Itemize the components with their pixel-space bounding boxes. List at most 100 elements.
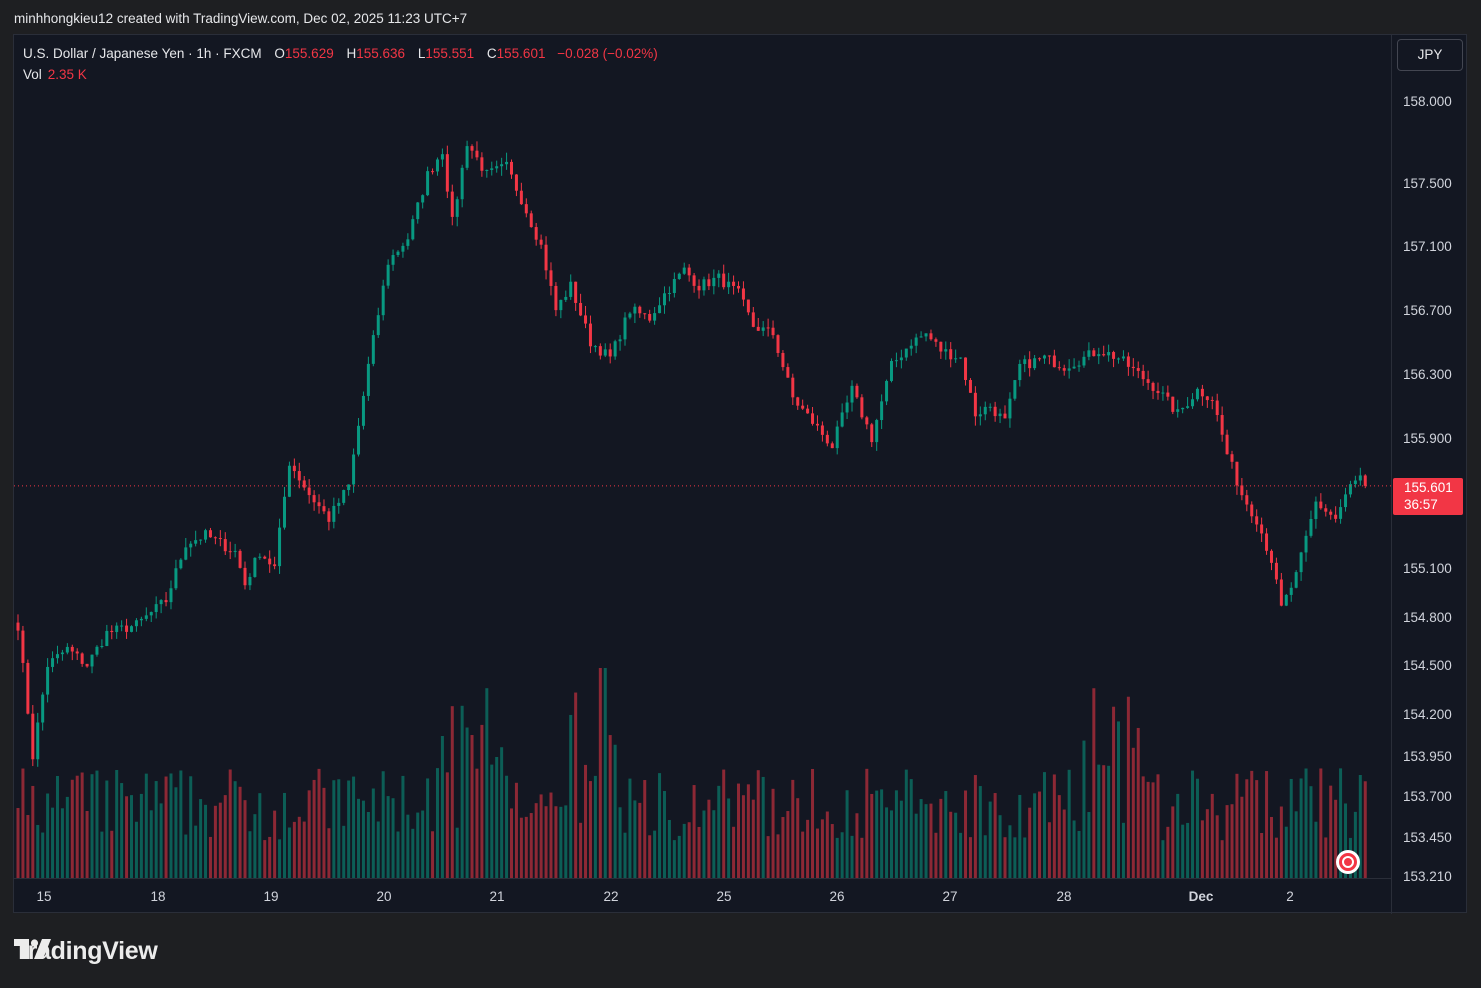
candle-body[interactable] [875, 420, 879, 443]
candle-body[interactable] [1077, 365, 1081, 367]
candle-body[interactable] [889, 361, 893, 381]
candle-body[interactable] [1329, 511, 1333, 515]
candle-body[interactable] [865, 417, 869, 425]
candle-body[interactable] [480, 157, 484, 171]
candle-body[interactable] [1363, 475, 1367, 486]
candle-body[interactable] [65, 646, 69, 653]
candle-body[interactable] [934, 339, 938, 342]
candle-body[interactable] [944, 349, 948, 352]
candle-body[interactable] [149, 612, 153, 616]
candle-body[interactable] [120, 625, 124, 627]
candle-body[interactable] [317, 502, 321, 507]
candle-body[interactable] [386, 264, 390, 286]
candle-body[interactable] [771, 327, 775, 336]
candle-body[interactable] [1289, 587, 1293, 595]
candle-body[interactable] [371, 335, 375, 364]
candle-body[interactable] [1215, 400, 1219, 416]
candle-body[interactable] [1299, 552, 1303, 573]
candle-body[interactable] [1092, 350, 1096, 357]
candle-body[interactable] [1284, 594, 1288, 606]
candle-body[interactable] [1072, 366, 1076, 369]
candle-body[interactable] [1225, 434, 1229, 455]
candle-body[interactable] [954, 358, 958, 360]
candle-body[interactable] [727, 281, 731, 288]
candle-body[interactable] [1230, 454, 1234, 462]
candle-body[interactable] [51, 658, 55, 667]
candle-body[interactable] [416, 202, 420, 220]
candle-body[interactable] [510, 161, 513, 175]
candle-body[interactable] [732, 281, 736, 286]
candle-body[interactable] [31, 713, 35, 760]
candle-body[interactable] [1260, 524, 1264, 534]
candle-body[interactable] [1191, 399, 1195, 407]
candle-body[interactable] [746, 299, 750, 313]
candle-body[interactable] [105, 630, 109, 646]
candle-body[interactable] [450, 191, 454, 217]
candle-body[interactable] [973, 392, 977, 417]
candle-body[interactable] [598, 346, 602, 356]
candle-body[interactable] [1358, 475, 1362, 481]
symbol-legend[interactable]: U.S. Dollar / Japanese Yen · 1h · FXCM O… [23, 46, 658, 61]
candle-body[interactable] [648, 313, 652, 321]
alert-marker-icon[interactable] [1336, 850, 1360, 874]
candle-body[interactable] [1344, 494, 1348, 508]
candle-body[interactable] [1200, 388, 1204, 397]
candle-body[interactable] [998, 413, 1002, 417]
candle-body[interactable] [1309, 518, 1313, 536]
candle-body[interactable] [633, 306, 637, 314]
candle-body[interactable] [179, 559, 183, 569]
candle-body[interactable] [361, 395, 365, 426]
candle-body[interactable] [381, 285, 385, 316]
candle-body[interactable] [1274, 562, 1278, 580]
candle-body[interactable] [894, 360, 898, 362]
candle-body[interactable] [776, 335, 780, 353]
candle-body[interactable] [638, 306, 642, 314]
candle-body[interactable] [667, 293, 671, 295]
candle-body[interactable] [445, 154, 449, 192]
candle-body[interactable] [327, 511, 331, 522]
candle-body[interactable] [1008, 398, 1012, 419]
candle-body[interactable] [593, 346, 597, 348]
candle-body[interactable] [1038, 358, 1042, 360]
candle-body[interactable] [218, 538, 222, 540]
candle-body[interactable] [549, 270, 553, 286]
candle-body[interactable] [564, 296, 568, 300]
candle-body[interactable] [544, 244, 548, 271]
candle-body[interactable] [737, 285, 741, 289]
candle-body[interactable] [628, 313, 632, 318]
candle-body[interactable] [1279, 579, 1283, 606]
candle-body[interactable] [1205, 396, 1209, 401]
candle-body[interactable] [169, 588, 173, 603]
candle-body[interactable] [238, 550, 242, 568]
candle-body[interactable] [342, 490, 346, 503]
candle-body[interactable] [603, 349, 607, 356]
candle-body[interactable] [500, 164, 504, 167]
candle-body[interactable] [95, 646, 99, 655]
candle-body[interactable] [835, 426, 839, 449]
candle-body[interactable] [184, 547, 188, 560]
candle-body[interactable] [366, 363, 370, 396]
candle-body[interactable] [786, 367, 790, 378]
candle-body[interactable] [806, 408, 810, 414]
candle-body[interactable] [278, 527, 282, 567]
candle-body[interactable] [1146, 379, 1150, 383]
candle-body[interactable] [16, 622, 20, 631]
candle-body[interactable] [465, 146, 469, 168]
symbol-name[interactable]: U.S. Dollar / Japanese Yen · 1h · FXCM [23, 46, 262, 61]
candle-body[interactable] [282, 496, 286, 528]
candle-body[interactable] [677, 273, 681, 279]
candle-body[interactable] [154, 604, 158, 613]
candle-body[interactable] [1220, 415, 1224, 435]
candle-body[interactable] [983, 406, 987, 415]
candle-body[interactable] [1121, 356, 1125, 359]
candle-body[interactable] [1240, 485, 1244, 496]
candle-body[interactable] [584, 315, 588, 324]
candle-body[interactable] [707, 279, 711, 287]
candle-body[interactable] [1265, 533, 1269, 551]
candle-body[interactable] [125, 625, 129, 632]
candle-body[interactable] [1161, 392, 1165, 394]
candle-body[interactable] [440, 154, 444, 160]
candle-body[interactable] [722, 273, 726, 288]
candle-body[interactable] [253, 557, 257, 577]
candle-body[interactable] [1131, 366, 1135, 369]
